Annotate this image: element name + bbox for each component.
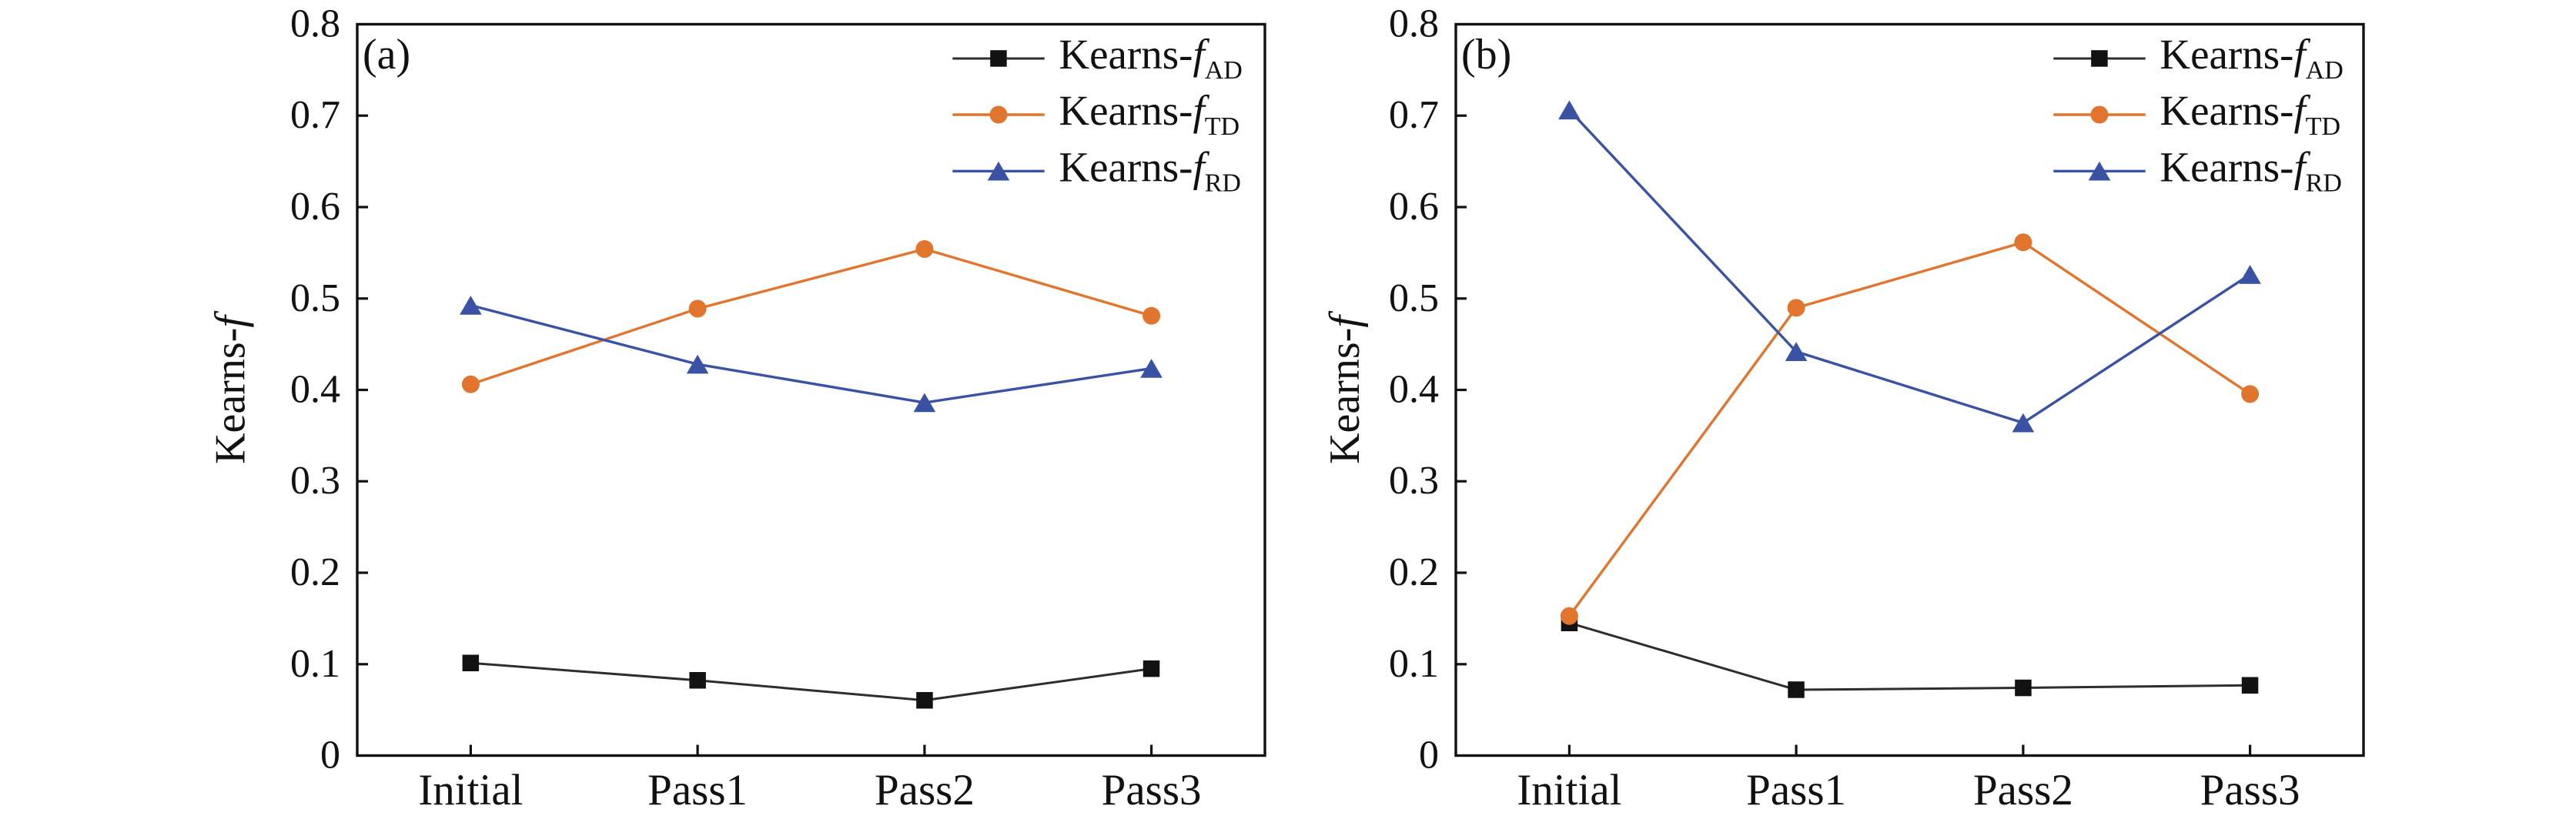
svg-text:Pass1: Pass1 [1746,766,1846,814]
svg-text:0.3: 0.3 [1389,459,1439,503]
svg-text:0.2: 0.2 [290,550,340,594]
svg-text:Pass2: Pass2 [875,766,975,814]
svg-text:0: 0 [1419,734,1439,778]
svg-text:0.8: 0.8 [290,2,340,46]
svg-text:0.8: 0.8 [1389,2,1439,46]
svg-text:0: 0 [320,734,340,778]
svg-text:Kearns-fAD: Kearns-fAD [2159,31,2343,85]
svg-text:Initial: Initial [418,766,523,814]
svg-text:0.1: 0.1 [1389,642,1439,686]
svg-text:0.6: 0.6 [290,185,340,229]
svg-text:0.4: 0.4 [290,368,340,412]
svg-text:Pass1: Pass1 [647,766,748,814]
svg-text:0.3: 0.3 [290,459,340,503]
svg-text:0.7: 0.7 [1389,93,1439,137]
svg-text:(b): (b) [1461,31,1511,79]
svg-text:Kearns-f: Kearns-f [207,310,255,464]
svg-text:0.5: 0.5 [1389,276,1439,320]
svg-text:Pass2: Pass2 [1973,766,2073,814]
svg-text:0.1: 0.1 [290,642,340,686]
svg-text:Kearns-fAD: Kearns-fAD [1059,31,1242,85]
svg-text:(a): (a) [363,31,410,79]
svg-text:0.5: 0.5 [290,276,340,320]
svg-text:0.7: 0.7 [290,93,340,137]
svg-text:Kearns-f: Kearns-f [1321,310,1369,464]
svg-text:0.2: 0.2 [1389,550,1439,594]
svg-text:Pass3: Pass3 [2200,766,2300,814]
svg-text:Pass3: Pass3 [1102,766,1202,814]
svg-text:0.6: 0.6 [1389,185,1439,229]
svg-text:0.4: 0.4 [1389,368,1439,412]
svg-text:Initial: Initial [1517,766,1621,814]
